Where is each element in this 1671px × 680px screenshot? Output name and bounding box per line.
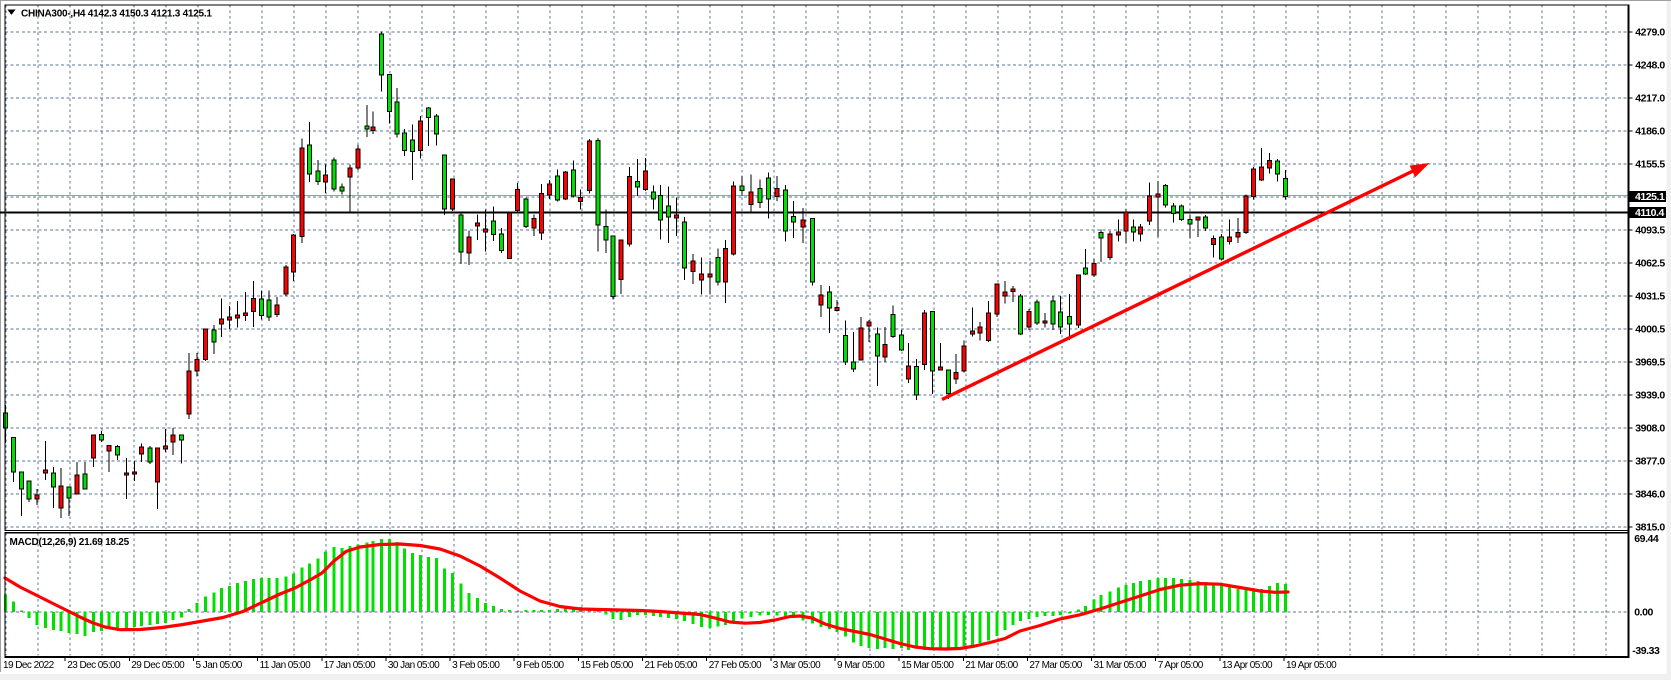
- svg-text:29 Dec 05:00: 29 Dec 05:00: [131, 660, 185, 671]
- svg-text:5 Jan 05:00: 5 Jan 05:00: [196, 660, 243, 671]
- svg-text:31 Mar 05:00: 31 Mar 05:00: [1094, 660, 1147, 671]
- svg-text:9 Mar 05:00: 9 Mar 05:00: [837, 660, 885, 671]
- svg-text:11 Jan 05:00: 11 Jan 05:00: [260, 660, 311, 671]
- svg-text:15 Feb 05:00: 15 Feb 05:00: [580, 660, 633, 671]
- svg-text:7 Apr 05:00: 7 Apr 05:00: [1158, 660, 1204, 671]
- svg-text:27 Feb 05:00: 27 Feb 05:00: [709, 660, 762, 671]
- svg-text:13 Apr 05:00: 13 Apr 05:00: [1222, 660, 1273, 671]
- svg-text:21 Feb 05:00: 21 Feb 05:00: [645, 660, 698, 671]
- svg-text:4000.5: 4000.5: [1635, 324, 1665, 336]
- svg-text:19 Apr 05:00: 19 Apr 05:00: [1286, 660, 1337, 671]
- svg-text:3969.5: 3969.5: [1635, 357, 1665, 369]
- svg-text:19 Dec 2022: 19 Dec 2022: [3, 660, 55, 671]
- svg-text:27 Mar 05:00: 27 Mar 05:00: [1029, 660, 1082, 671]
- svg-text:15 Mar 05:00: 15 Mar 05:00: [901, 660, 954, 671]
- svg-text:0.00: 0.00: [1634, 607, 1653, 619]
- svg-text:4031.5: 4031.5: [1635, 291, 1665, 303]
- svg-text:MACD(12,26,9) 21.69 18.25: MACD(12,26,9) 21.69 18.25: [10, 537, 130, 548]
- svg-text:-39.33: -39.33: [1632, 645, 1660, 657]
- svg-text:3877.0: 3877.0: [1635, 456, 1665, 468]
- svg-text:69.44: 69.44: [1634, 533, 1659, 545]
- svg-text:CHINA300-,H4 4142.3 4150.3 41: CHINA300-,H4 4142.3 4150.3 4121.3 4125.1: [21, 8, 212, 19]
- svg-text:4155.5: 4155.5: [1635, 159, 1665, 171]
- svg-text:4186.0: 4186.0: [1635, 126, 1665, 138]
- svg-text:3846.0: 3846.0: [1635, 489, 1665, 501]
- svg-text:23 Dec 05:00: 23 Dec 05:00: [67, 660, 121, 671]
- svg-text:4248.0: 4248.0: [1635, 60, 1665, 72]
- svg-text:21 Mar 05:00: 21 Mar 05:00: [965, 660, 1018, 671]
- svg-text:9 Feb 05:00: 9 Feb 05:00: [516, 660, 564, 671]
- svg-text:3939.0: 3939.0: [1635, 390, 1665, 402]
- svg-text:4062.5: 4062.5: [1635, 258, 1665, 270]
- svg-text:4093.5: 4093.5: [1635, 225, 1665, 237]
- svg-text:17 Jan 05:00: 17 Jan 05:00: [324, 660, 376, 671]
- svg-text:3 Mar 05:00: 3 Mar 05:00: [773, 660, 821, 671]
- svg-text:4279.0: 4279.0: [1635, 27, 1665, 39]
- svg-text:4125.1: 4125.1: [1635, 191, 1665, 203]
- svg-text:30 Jan 05:00: 30 Jan 05:00: [388, 660, 440, 671]
- svg-text:3 Feb 05:00: 3 Feb 05:00: [452, 660, 500, 671]
- svg-text:3815.0: 3815.0: [1635, 522, 1665, 534]
- svg-text:3908.0: 3908.0: [1635, 423, 1665, 435]
- svg-text:4110.4: 4110.4: [1635, 207, 1664, 219]
- svg-text:4217.0: 4217.0: [1635, 93, 1665, 105]
